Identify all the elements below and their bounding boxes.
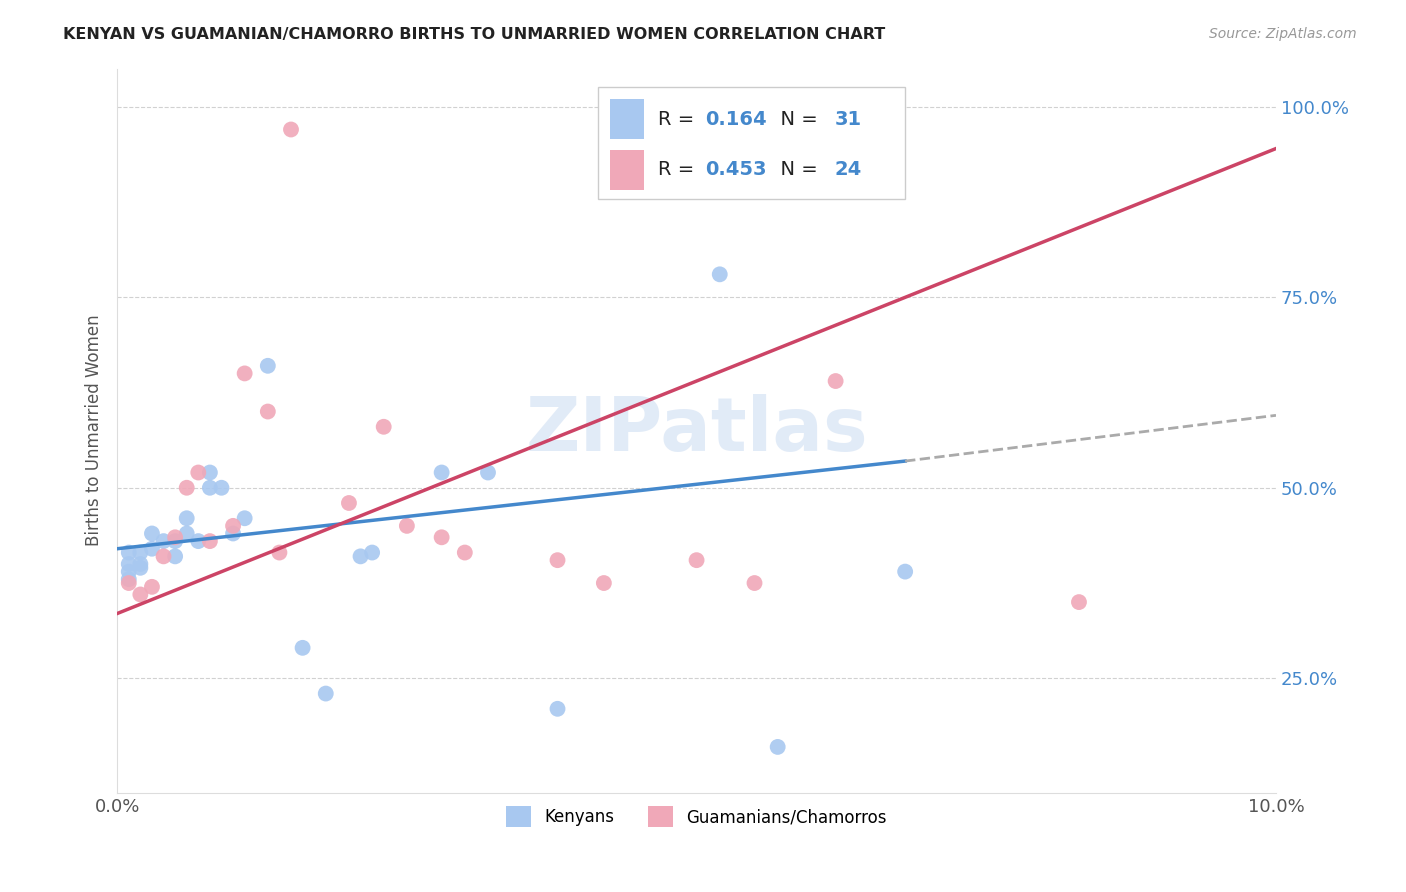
Point (430, 466, 453, 480)
Point (187, 534, 209, 549)
Point (198, 534, 221, 549)
Point (118, 572, 141, 586)
Point (824, 374, 846, 388)
Text: KENYAN VS GUAMANIAN/CHAMORRO BIRTHS TO UNMARRIED WOMEN CORRELATION CHART: KENYAN VS GUAMANIAN/CHAMORRO BIRTHS TO U… (63, 27, 886, 42)
Point (233, 511, 256, 525)
Point (766, 739, 789, 754)
Point (291, 640, 314, 655)
Y-axis label: Births to Unmarried Women: Births to Unmarried Women (86, 315, 103, 547)
Point (165, 549, 187, 564)
Point (211, 481, 233, 495)
Point (141, 541, 163, 556)
Point (222, 526, 245, 541)
Point (165, 530, 187, 544)
Point (744, 576, 766, 591)
Point (118, 576, 141, 591)
Text: R =: R = (658, 161, 700, 179)
Point (129, 545, 152, 559)
Point (709, 268, 731, 282)
Point (233, 367, 256, 381)
Point (256, 359, 278, 373)
Point (198, 466, 221, 480)
Point (547, 553, 569, 567)
Text: R =: R = (658, 110, 700, 128)
Point (129, 557, 152, 571)
Point (349, 549, 371, 564)
Point (1067, 595, 1090, 609)
Point (129, 561, 152, 575)
Point (256, 404, 278, 418)
Point (141, 526, 163, 541)
Point (269, 545, 291, 559)
FancyBboxPatch shape (598, 87, 905, 199)
Point (430, 530, 453, 544)
Point (129, 587, 152, 601)
Point (187, 466, 209, 480)
Text: N =: N = (769, 110, 824, 128)
Bar (610, 99, 644, 139)
Text: 31: 31 (835, 110, 862, 128)
Point (395, 519, 418, 533)
Point (337, 496, 360, 510)
Point (118, 545, 141, 559)
Point (361, 545, 384, 559)
Text: Source: ZipAtlas.com: Source: ZipAtlas.com (1209, 27, 1357, 41)
Point (176, 481, 198, 495)
Point (592, 576, 614, 591)
Point (176, 526, 198, 541)
Point (477, 466, 499, 480)
Point (894, 565, 917, 579)
Text: 0.164: 0.164 (704, 110, 766, 128)
Text: ZIPatlas: ZIPatlas (526, 394, 868, 467)
Text: 0.453: 0.453 (704, 161, 766, 179)
Point (165, 534, 187, 549)
Point (222, 519, 245, 533)
Point (280, 122, 302, 136)
Point (176, 511, 198, 525)
Point (118, 557, 141, 571)
Point (141, 580, 163, 594)
Point (454, 545, 477, 559)
Point (547, 702, 569, 716)
Bar (610, 150, 644, 190)
Legend: Kenyans, Guamanians/Chamorros: Kenyans, Guamanians/Chamorros (498, 798, 896, 835)
Point (118, 565, 141, 579)
Point (198, 481, 221, 495)
Point (152, 534, 174, 549)
Point (315, 687, 337, 701)
Point (685, 553, 707, 567)
Point (152, 549, 174, 564)
Text: N =: N = (769, 161, 824, 179)
Point (373, 419, 395, 434)
Text: 24: 24 (835, 161, 862, 179)
